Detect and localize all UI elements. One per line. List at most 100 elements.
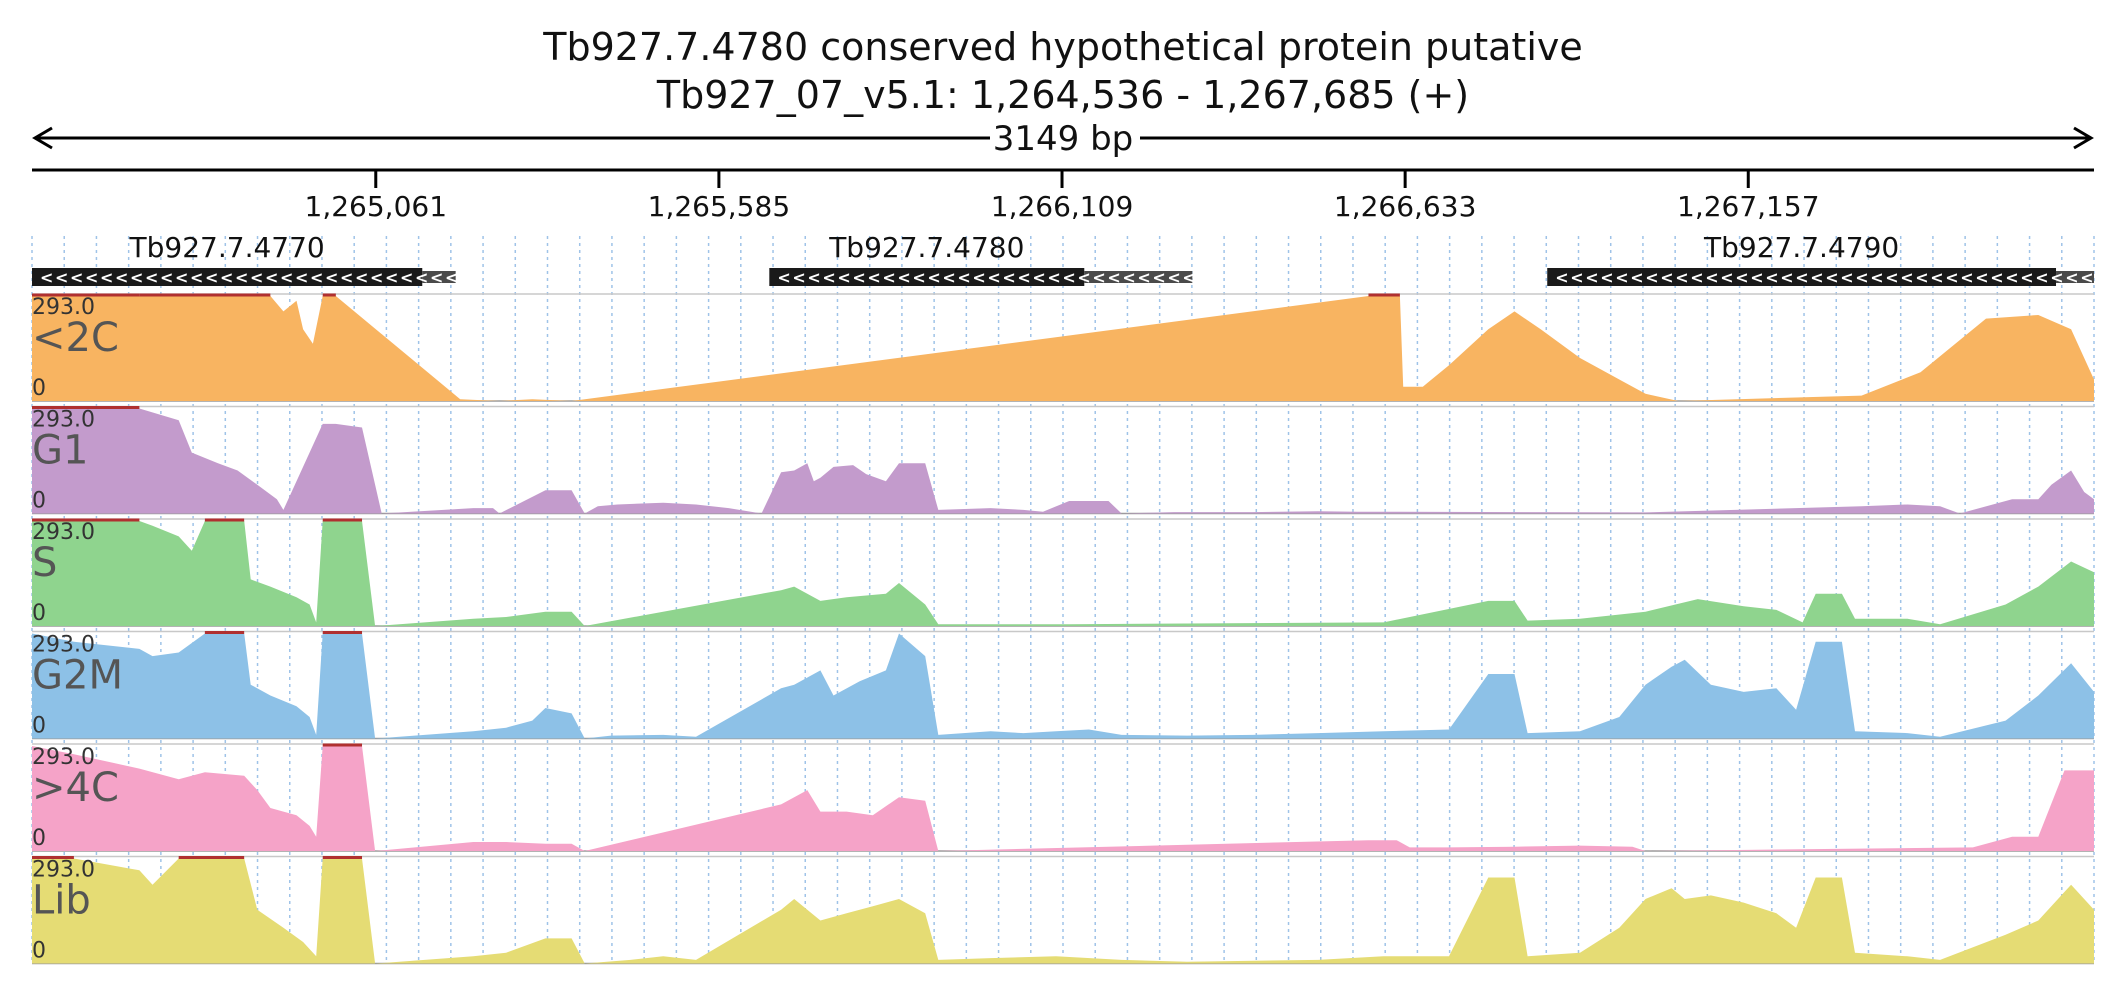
strand-chevron: <	[1122, 268, 1135, 287]
track-name: G1	[32, 428, 88, 474]
coverage-area	[32, 746, 2094, 851]
strand-chevron: <	[1810, 268, 1823, 287]
strand-chevron: <	[807, 268, 820, 287]
strand-chevron: <	[1152, 268, 1165, 287]
strand-chevron: <	[2050, 268, 2063, 287]
strand-chevron: <	[430, 268, 443, 287]
strand-chevron: <	[1720, 268, 1733, 287]
arrowhead-right	[2073, 126, 2094, 150]
strand-chevron: <	[2080, 268, 2093, 287]
y-max-label: 293.0	[32, 745, 95, 770]
strand-chevron: <	[2020, 268, 2033, 287]
strand-chevron: <	[40, 268, 53, 287]
strand-chevron: <	[2065, 268, 2078, 287]
track->4C: 293.0 0 >4C	[32, 743, 2094, 852]
strand-chevron: <	[1017, 268, 1030, 287]
strand-chevron: <	[837, 268, 850, 287]
strand-chevron: <	[1570, 268, 1583, 287]
coverage-area	[32, 633, 2094, 739]
strand-chevron: <	[1780, 268, 1793, 287]
gene-title: Tb927.7.4780 conserved hypothetical prot…	[543, 25, 1583, 69]
strand-chevron: <	[100, 268, 113, 287]
strand-chevron: <	[190, 268, 203, 287]
strand-chevron: <	[1825, 268, 1838, 287]
strand-chevron: <	[867, 268, 880, 287]
strand-chevron: <	[1915, 268, 1928, 287]
strand-chevron: <	[220, 268, 233, 287]
strand-chevron: <	[1047, 268, 1060, 287]
track-<2C: 293.0 0 <2C	[32, 293, 2094, 402]
ruler-tick-label: 1,266,633	[1334, 190, 1477, 223]
strand-chevron: <	[355, 268, 368, 287]
track-G2M: 293.0 0 G2M	[32, 630, 2094, 740]
gene-utr-bar	[2056, 271, 2094, 283]
strand-chevron: <	[310, 268, 323, 287]
strand-chevron: <	[882, 268, 895, 287]
y-max-label: 293.0	[32, 858, 95, 883]
coverage-area	[32, 296, 2094, 401]
strand-chevron: <	[2035, 268, 2048, 287]
strand-chevron: <	[1002, 268, 1015, 287]
y-max-label: 293.0	[32, 408, 95, 433]
strand-chevron: <	[792, 268, 805, 287]
strand-chevron: <	[445, 268, 458, 287]
arrowhead-left	[32, 126, 53, 150]
strand-chevron: <	[822, 268, 835, 287]
strand-chevron: <	[1077, 268, 1090, 287]
track-name: <2C	[32, 315, 119, 361]
y-min-label: 0	[32, 376, 46, 401]
strand-chevron: <	[942, 268, 955, 287]
strand-chevron: <	[415, 268, 428, 287]
strand-chevron: <	[1735, 268, 1748, 287]
strand-chevron: <	[897, 268, 910, 287]
y-min-label: 0	[32, 714, 46, 739]
strand-chevron: <	[1990, 268, 2003, 287]
strand-chevron: <	[1945, 268, 1958, 287]
strand-chevron: <	[340, 268, 353, 287]
strand-chevron: <	[1900, 268, 1913, 287]
strand-chevron: <	[370, 268, 383, 287]
strand-chevron: <	[1032, 268, 1045, 287]
strand-chevron: <	[927, 268, 940, 287]
strand-chevron: <	[280, 268, 293, 287]
gene-cds-bar	[1547, 268, 2057, 286]
strand-chevron: <	[972, 268, 985, 287]
strand-chevron: <	[295, 268, 308, 287]
gene-Tb927.7.4790: < < < < < < < < < < < < < < < < < < < < < < < < < < < < < < < < < < < <Tb92…	[1547, 231, 2094, 287]
strand-chevron: <	[1645, 268, 1658, 287]
gene-label: Tb927.7.4770	[129, 231, 325, 264]
strand-chevron: <	[1765, 268, 1778, 287]
strand-chevron: <	[385, 268, 398, 287]
strand-chevron: <	[400, 268, 413, 287]
gene-cds-bar	[769, 268, 1085, 286]
ruler-tick-label: 1,265,585	[648, 190, 791, 223]
track-G1: 293.0 0 G1	[32, 405, 2094, 515]
strand-chevron: <	[1137, 268, 1150, 287]
strand-chevron: <	[250, 268, 263, 287]
strand-chevron: <	[1062, 268, 1075, 287]
strand-chevron: <	[1630, 268, 1643, 287]
strand-chevron: <	[1660, 268, 1673, 287]
strand-chevron: <	[235, 268, 248, 287]
strand-chevron: <	[1600, 268, 1613, 287]
strand-chevron: <	[85, 268, 98, 287]
track-name: >4C	[32, 765, 119, 811]
strand-chevron: <	[1107, 268, 1120, 287]
strand-chevron: <	[70, 268, 83, 287]
strand-chevron: <	[205, 268, 218, 287]
strand-chevron: <	[1705, 268, 1718, 287]
strand-chevron: <	[1182, 268, 1195, 287]
strand-chevron: <	[145, 268, 158, 287]
strand-chevron: <	[852, 268, 865, 287]
ruler-tick-label: 1,266,109	[991, 190, 1134, 223]
gene-Tb927.7.4770: < < < < < < < < < < < < < < < < < < < < < < < < < < < <Tb927.7.4770	[32, 231, 458, 287]
gene-utr-bar	[1084, 271, 1193, 283]
coverage-area	[32, 858, 2094, 964]
strand-chevron: <	[55, 268, 68, 287]
strand-chevron: <	[1690, 268, 1703, 287]
ruler-tick-label: 1,265,061	[305, 190, 448, 223]
coverage-area	[32, 521, 2094, 626]
strand-chevron: <	[1855, 268, 1868, 287]
